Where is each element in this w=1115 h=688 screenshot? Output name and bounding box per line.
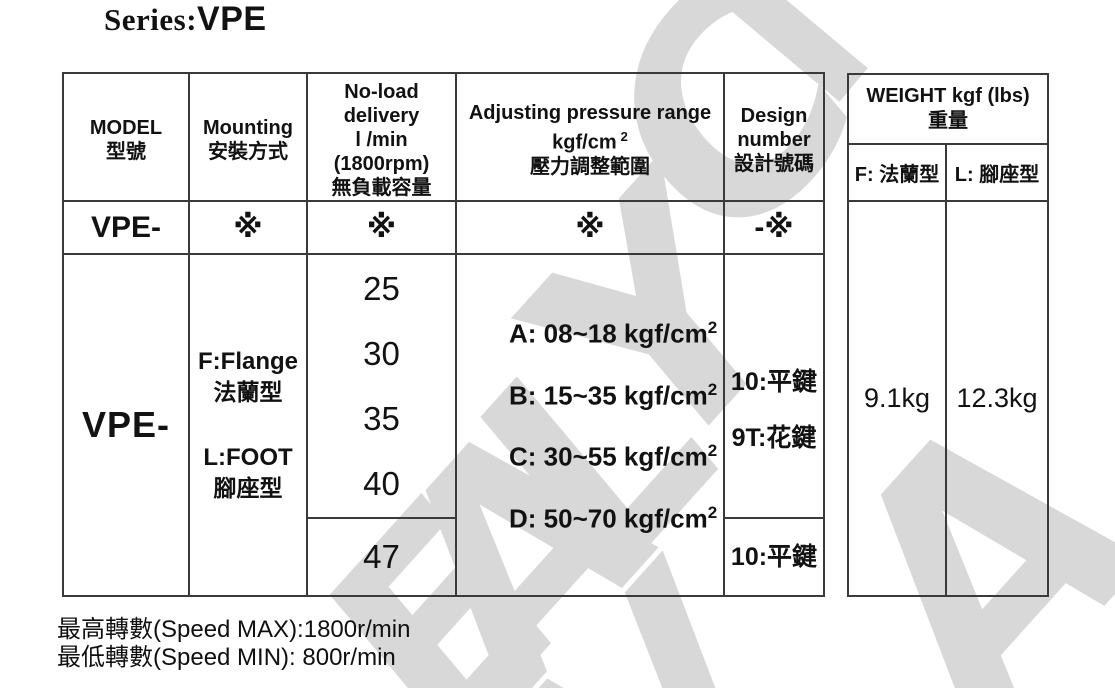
code-pressure: ※ [455, 200, 725, 255]
code-design: -※ [723, 200, 825, 255]
page-title: Series:VPE [104, 0, 267, 39]
speed-notes: 最高轉數(Speed MAX):1800r/min 最低轉數(Speed MIN… [57, 616, 410, 672]
header-delivery-line: delivery [343, 105, 420, 127]
header-delivery-line: l /min [355, 129, 408, 151]
delivery-value: 40 [363, 464, 400, 502]
spec-table-header-row: MODEL 型號 Mounting 安裝方式 No-load delivery … [62, 72, 825, 202]
weight-value-foot: 12.3kg [944, 200, 1050, 597]
body-model: VPE- [62, 253, 190, 597]
spec-table-body-upper-row: VPE- F:Flange 法蘭型 L:FOOT 腳座型 25 [62, 253, 825, 597]
series-label: Series: [104, 2, 198, 37]
weight-title-en: WEIGHT kgf (lbs) [866, 85, 1030, 107]
header-mounting: Mounting 安裝方式 [188, 72, 308, 202]
header-pressure-line3: 壓力調整範圍 [530, 155, 650, 178]
design-number: 10:平鍵 [730, 368, 818, 396]
delivery-value: 25 [363, 269, 400, 307]
delivery-value: 30 [363, 334, 400, 372]
header-design: Design number 設計號碼 [723, 72, 825, 202]
weight-title: WEIGHT kgf (lbs) 重量 [846, 73, 1050, 145]
weight-table-subheader-row: F: 法蘭型 L: 腳座型 [847, 143, 1050, 202]
mounting-foot-en: L:FOOT [203, 444, 293, 471]
series-value: VPE [197, 0, 267, 38]
header-pressure-line2: kgf/cm 2 [552, 129, 628, 154]
mounting-foot: L:FOOT 腳座型 [190, 443, 306, 503]
header-delivery: No-load delivery l /min (1800rpm) 無負載容量 [306, 72, 457, 202]
speed-max-note: 最高轉數(Speed MAX):1800r/min [57, 616, 411, 643]
pressure-range: C: 30~55 kgf/cm2 [509, 441, 718, 472]
header-design-line: 設計號碼 [734, 153, 814, 175]
header-design-line: Design [740, 105, 808, 127]
speed-min-note: 最低轉數(Speed MIN): 800r/min [57, 644, 396, 671]
mounting-flange-en: F:Flange [198, 348, 298, 375]
weight-col-foot: L: 腳座型 [944, 143, 1050, 202]
header-pressure: Adjusting pressure range kgf/cm 2 壓力調整範圍 [455, 72, 725, 202]
weight-title-zh: 重量 [928, 110, 968, 132]
header-delivery-line: No-load [344, 81, 419, 103]
mounting-flange: F:Flange 法蘭型 [190, 347, 306, 407]
pressure-range: A: 08~18 kgf/cm2 [509, 318, 718, 349]
body-pressure: A: 08~18 kgf/cm2 B: 15~35 kgf/cm2 C: 30~… [455, 253, 725, 597]
code-model: VPE- [62, 200, 190, 255]
pressure-range: B: 15~35 kgf/cm2 [509, 379, 718, 411]
mounting-foot-zh: 腳座型 [213, 475, 283, 501]
header-delivery-line: 無負載容量 [331, 177, 432, 199]
delivery-value: 35 [363, 399, 400, 437]
header-mounting-en: Mounting [203, 117, 293, 139]
spec-table-code-row: VPE- ※ ※ ※ -※ [62, 200, 825, 255]
body-mounting: F:Flange 法蘭型 L:FOOT 腳座型 [188, 253, 308, 597]
body-delivery-upper: 25 30 35 40 [306, 253, 457, 519]
body-design-upper: 10:平鍵 9T:花鍵 [723, 253, 825, 519]
design-number: 9T:花鍵 [731, 424, 817, 452]
code-delivery: ※ [306, 200, 457, 255]
spec-table-body-lower-row: 47 10:平鍵 [63, 517, 825, 597]
pressure-range: D: 50~70 kgf/cm2 [509, 502, 718, 534]
code-mounting: ※ [188, 200, 308, 255]
header-model-zh: 型號 [106, 141, 146, 163]
weight-value-flange: 9.1kg [847, 200, 947, 597]
weight-table-header-row: WEIGHT kgf (lbs) 重量 [846, 73, 1050, 145]
body-delivery-lower: 47 [306, 517, 457, 597]
weight-table: WEIGHT kgf (lbs) 重量 F: 法蘭型 L: 腳座型 9.1kg … [846, 73, 1050, 597]
spec-table: MODEL 型號 Mounting 安裝方式 No-load delivery … [62, 72, 825, 597]
weight-table-value-row: 9.1kg 12.3kg [847, 200, 1050, 597]
header-model-en: MODEL [89, 117, 163, 139]
header-mounting-zh: 安裝方式 [208, 141, 288, 163]
header-design-line: number [737, 129, 811, 151]
header-model: MODEL 型號 [62, 72, 190, 202]
header-delivery-line: (1800rpm) [333, 153, 430, 175]
header-pressure-line1: Adjusting pressure range [468, 102, 712, 125]
mounting-flange-zh: 法蘭型 [213, 379, 283, 405]
weight-col-flange: F: 法蘭型 [847, 143, 947, 202]
body-design-lower: 10:平鍵 [723, 517, 825, 597]
